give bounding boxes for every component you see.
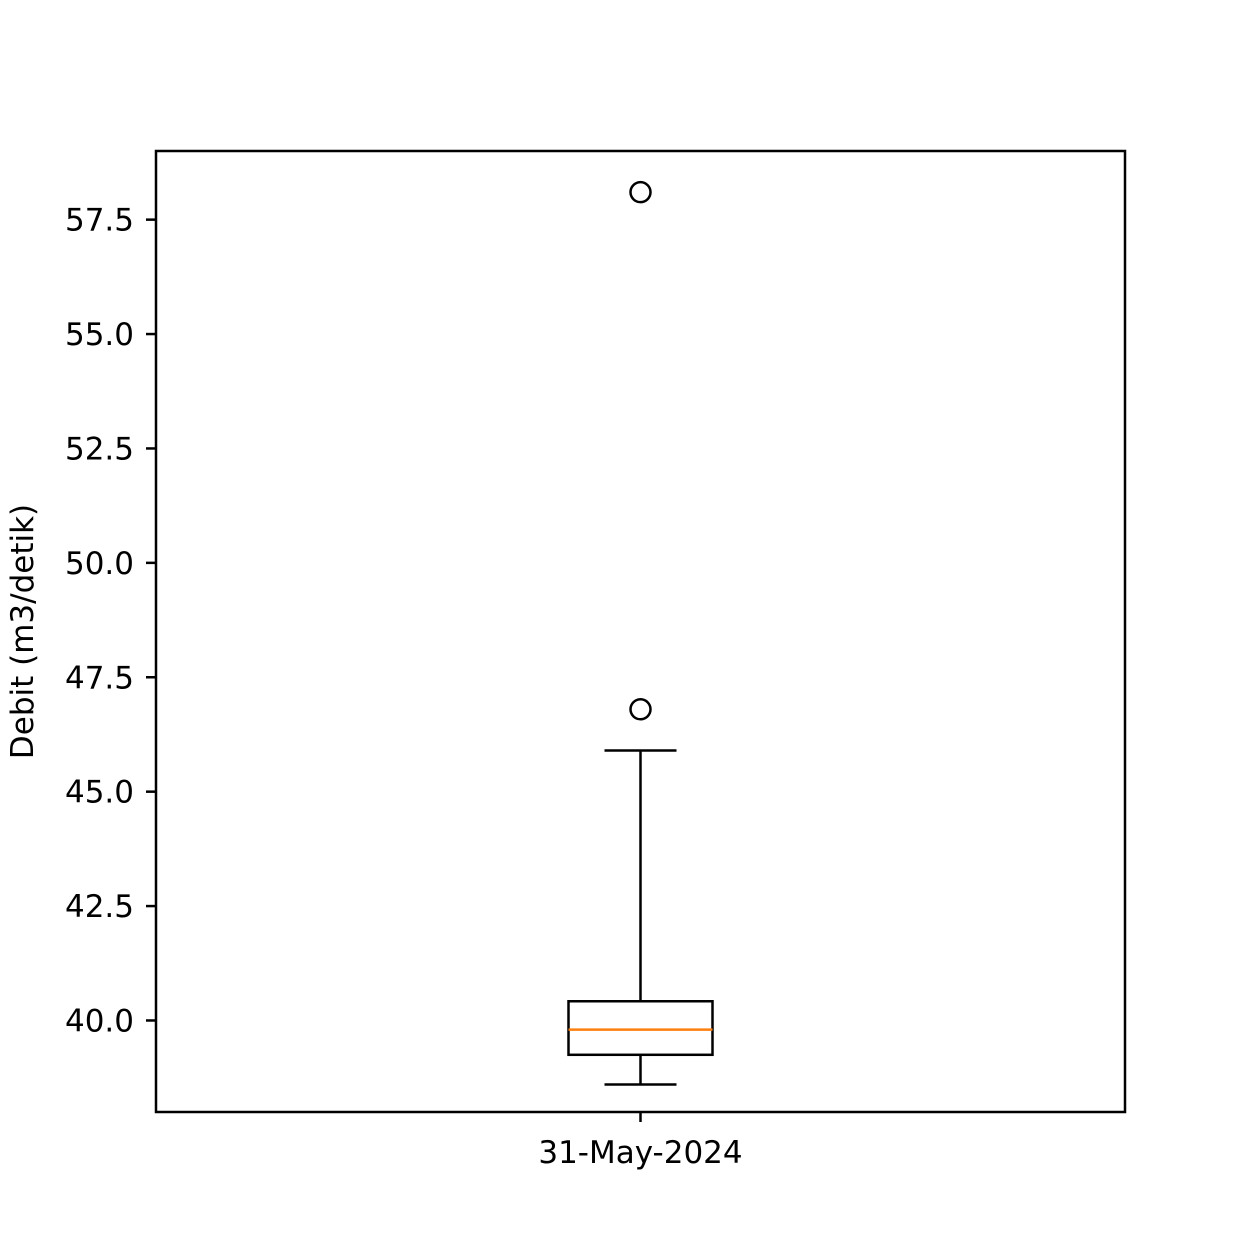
plot-marks (567, 180, 714, 1086)
box-group (567, 180, 714, 1086)
y-tick-label: 52.5 (65, 431, 134, 467)
y-tick-label: 40.0 (65, 1003, 134, 1039)
x-axis: 31-May-2024 (538, 1112, 743, 1171)
x-tick-label: 31-May-2024 (538, 1135, 742, 1171)
outlier-point (629, 698, 652, 721)
y-tick-label: 47.5 (65, 660, 134, 696)
y-axis: 40.0 42.5 45.0 47.5 50.0 52.5 55.0 57.5 (65, 203, 156, 1039)
plot-frame (154, 149, 1127, 1114)
y-tick-label: 45.0 (65, 775, 134, 811)
box-iqr (567, 1000, 714, 1057)
y-tick-label: 55.0 (65, 317, 134, 353)
y-tick-label: 50.0 (65, 546, 134, 582)
y-tick-label: 42.5 (65, 889, 134, 925)
outlier-point (629, 180, 652, 204)
y-axis-label: Debit (m3/detik) (5, 504, 41, 759)
y-tick-label: 57.5 (65, 203, 134, 239)
